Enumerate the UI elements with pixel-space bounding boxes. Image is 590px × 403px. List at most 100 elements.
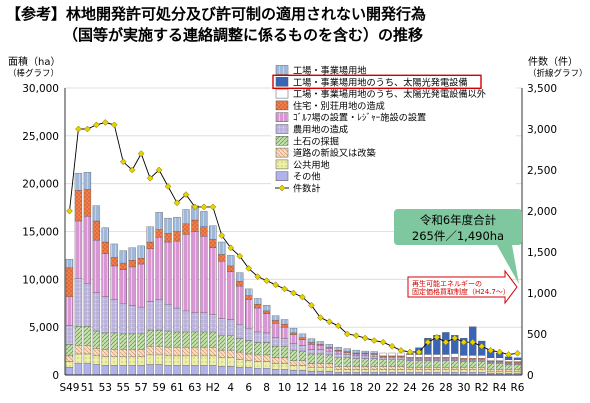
bar-segment-4 bbox=[146, 248, 154, 302]
legend-swatch bbox=[275, 112, 289, 122]
bar-segment-4 bbox=[271, 323, 280, 338]
bar-segment-6 bbox=[433, 360, 441, 368]
count-point bbox=[299, 293, 306, 301]
legend-label: 工場・事業場用地 bbox=[293, 65, 367, 77]
bar-segment-0 bbox=[325, 344, 334, 348]
bar-segment-4 bbox=[200, 236, 208, 313]
x-tick-label: 61 bbox=[170, 382, 183, 394]
count-point bbox=[487, 347, 494, 354]
bar-segment-3 bbox=[298, 337, 307, 340]
x-tick-label: S49 bbox=[59, 382, 79, 394]
note-line1: 再生可能エネルギーの bbox=[412, 279, 482, 288]
bar-segment-7 bbox=[173, 347, 181, 357]
y-right-tick-label: 3,500 bbox=[527, 83, 557, 95]
note-arrow bbox=[407, 269, 518, 305]
bar-segment-6 bbox=[442, 360, 450, 368]
bar-segment-2 bbox=[424, 354, 432, 358]
bar-segment-4 bbox=[334, 350, 342, 355]
bar-segment-6 bbox=[415, 360, 423, 368]
x-tick-label: R2 bbox=[475, 382, 489, 394]
bar-segment-5 bbox=[128, 304, 136, 335]
bar-segment-8 bbox=[415, 369, 423, 373]
bar-segment-3 bbox=[200, 226, 208, 237]
bar-segment-5 bbox=[361, 355, 369, 359]
bar-segment-9 bbox=[298, 370, 307, 376]
count-point bbox=[451, 334, 459, 342]
bar-segment-9 bbox=[433, 371, 441, 376]
count-point bbox=[173, 199, 181, 207]
x-tick-label: 22 bbox=[385, 382, 398, 394]
bar-segment-7 bbox=[262, 354, 271, 362]
bar-segment-8 bbox=[478, 369, 486, 373]
count-point bbox=[200, 203, 208, 211]
bar-segment-8 bbox=[146, 354, 154, 365]
bar-segment-5 bbox=[352, 355, 360, 359]
legend: 工場・事業場用地工場・事業場用地のうち、太陽光発電設備工場・事業場用地のうち、太… bbox=[271, 62, 516, 198]
bar-segment-5 bbox=[298, 345, 307, 352]
bar-segment-0 bbox=[110, 243, 118, 258]
bar-segment-0 bbox=[271, 315, 280, 321]
bar-segment-3 bbox=[182, 223, 190, 235]
bar-segment-0 bbox=[289, 327, 298, 334]
left-axis-sublabel: （棒グラフ） bbox=[8, 69, 60, 79]
x-tick-label: R4 bbox=[493, 382, 507, 394]
count-point bbox=[496, 348, 503, 356]
bar-segment-6 bbox=[280, 346, 289, 358]
bar-segment-2 bbox=[460, 355, 468, 359]
bar-segment-5 bbox=[442, 359, 450, 361]
count-point bbox=[281, 285, 288, 293]
count-point bbox=[514, 349, 521, 357]
bar-segment-2 bbox=[379, 352, 387, 357]
bar-segment-9 bbox=[370, 371, 378, 376]
count-point bbox=[442, 338, 450, 346]
x-tick-label: 51 bbox=[81, 382, 94, 394]
bar-segment-9 bbox=[209, 365, 217, 376]
bar-segment-7 bbox=[495, 369, 504, 372]
bar-segment-3 bbox=[101, 241, 109, 254]
count-point bbox=[245, 265, 253, 272]
bar-segment-5 bbox=[253, 331, 262, 343]
line-layer bbox=[66, 119, 521, 358]
bar-segment-6 bbox=[173, 331, 181, 348]
bar-segment-0 bbox=[137, 245, 145, 259]
bar-segment-6 bbox=[218, 335, 226, 351]
bar-segment-9 bbox=[83, 363, 92, 376]
bar-segment-0 bbox=[65, 259, 74, 269]
bar-segment-5 bbox=[451, 359, 459, 361]
legend-label: ｺﾞﾙﾌ場の設置・ﾚｼﾞｬｰ施設の設置 bbox=[293, 112, 426, 124]
bar-segment-3 bbox=[128, 260, 136, 268]
legend-label: その他 bbox=[293, 171, 321, 183]
bar-segment-9 bbox=[155, 364, 163, 376]
bar-segment-0 bbox=[164, 217, 172, 234]
bar-segment-2 bbox=[451, 353, 459, 358]
count-point bbox=[119, 158, 127, 166]
bar-segment-9 bbox=[406, 371, 414, 376]
bar-segment-6 bbox=[253, 342, 262, 356]
bar-segment-9 bbox=[236, 367, 244, 376]
bar-segment-4 bbox=[83, 216, 92, 284]
bar-segment-5 bbox=[137, 306, 145, 335]
bar-segment-0 bbox=[316, 341, 325, 345]
bar-segment-9 bbox=[424, 371, 432, 376]
bar-segment-7 bbox=[442, 367, 450, 370]
bar-segment-7 bbox=[218, 349, 226, 358]
bar-segment-5 bbox=[316, 348, 325, 355]
summary-callout: 令和6年度合計 265件／1,490ha bbox=[394, 209, 522, 284]
bar-segment-5 bbox=[433, 359, 441, 361]
bar-segment-6 bbox=[119, 333, 127, 350]
bar-segment-6 bbox=[334, 357, 342, 367]
bar-segment-9 bbox=[280, 369, 289, 376]
bar-segment-9 bbox=[146, 364, 154, 376]
bar-segment-2 bbox=[478, 355, 486, 359]
bar-segment-7 bbox=[209, 347, 217, 357]
bar-segment-7 bbox=[379, 366, 387, 370]
legend-label: 件数計 bbox=[293, 183, 321, 195]
bar-segment-5 bbox=[74, 278, 83, 327]
y-right-tick-label: 2,500 bbox=[527, 165, 557, 177]
bar-segment-5 bbox=[397, 357, 405, 360]
y-left-tick-label: 20,000 bbox=[22, 179, 59, 191]
bar-segment-9 bbox=[182, 365, 190, 376]
bar-segment-5 bbox=[155, 299, 163, 331]
bar-segment-8 bbox=[253, 361, 262, 369]
bar-segment-8 bbox=[83, 353, 92, 364]
